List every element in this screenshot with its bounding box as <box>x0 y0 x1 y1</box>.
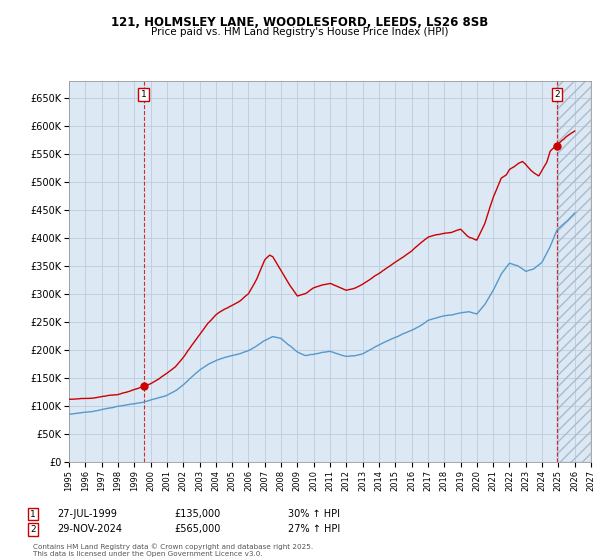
Text: 30% ↑ HPI: 30% ↑ HPI <box>288 509 340 519</box>
Text: 121, HOLMSLEY LANE, WOODLESFORD, LEEDS, LS26 8SB: 121, HOLMSLEY LANE, WOODLESFORD, LEEDS, … <box>112 16 488 29</box>
Text: 2: 2 <box>30 525 36 534</box>
Text: 27% ↑ HPI: 27% ↑ HPI <box>288 524 340 534</box>
Text: £135,000: £135,000 <box>174 509 220 519</box>
Text: 27-JUL-1999: 27-JUL-1999 <box>57 509 117 519</box>
Text: 2: 2 <box>554 90 560 99</box>
Text: 29-NOV-2024: 29-NOV-2024 <box>57 524 122 534</box>
Text: 1: 1 <box>30 510 36 519</box>
Text: Price paid vs. HM Land Registry's House Price Index (HPI): Price paid vs. HM Land Registry's House … <box>151 27 449 37</box>
Text: £565,000: £565,000 <box>174 524 220 534</box>
Text: Contains HM Land Registry data © Crown copyright and database right 2025.
This d: Contains HM Land Registry data © Crown c… <box>33 544 313 557</box>
Text: 1: 1 <box>140 90 146 99</box>
